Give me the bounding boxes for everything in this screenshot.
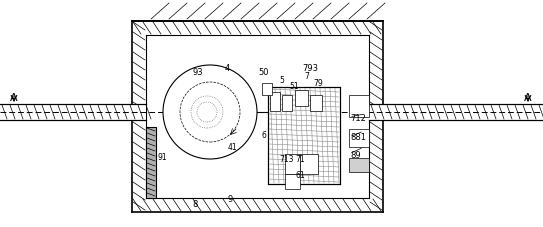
Text: 91: 91 [157,153,167,162]
Bar [268,88,340,184]
Text: 89: 89 [350,150,361,159]
Text: 71: 71 [295,155,305,164]
Text: 6: 6 [262,130,267,139]
Text: 50: 50 [259,67,269,76]
Text: A: A [10,93,18,103]
Bar [285,154,300,174]
Text: 93: 93 [193,67,203,76]
Bar [310,96,322,111]
Text: 8: 8 [192,200,198,209]
Text: 713: 713 [280,155,294,164]
Text: 61: 61 [295,170,305,179]
Text: 41: 41 [227,142,237,151]
Text: 9: 9 [228,195,232,204]
Bar [349,129,369,147]
Text: 7: 7 [305,71,310,80]
Text: 51: 51 [289,81,299,90]
Text: 793: 793 [302,63,318,72]
Text: 712: 712 [350,113,366,122]
Bar [349,96,369,118]
Text: 5: 5 [280,75,285,84]
Bar [270,93,280,111]
Bar [0,105,146,121]
Bar [369,105,543,121]
Text: A: A [524,93,532,103]
Text: 4: 4 [224,63,230,72]
Bar [300,154,318,174]
Bar [146,36,369,198]
Bar [285,174,300,189]
Bar [146,127,156,198]
Bar [282,96,292,111]
Circle shape [163,66,257,159]
Text: 79: 79 [313,78,323,87]
Bar [295,91,308,106]
Text: 881: 881 [350,133,366,142]
Bar [349,158,369,172]
Circle shape [180,83,240,142]
Bar [262,84,272,96]
